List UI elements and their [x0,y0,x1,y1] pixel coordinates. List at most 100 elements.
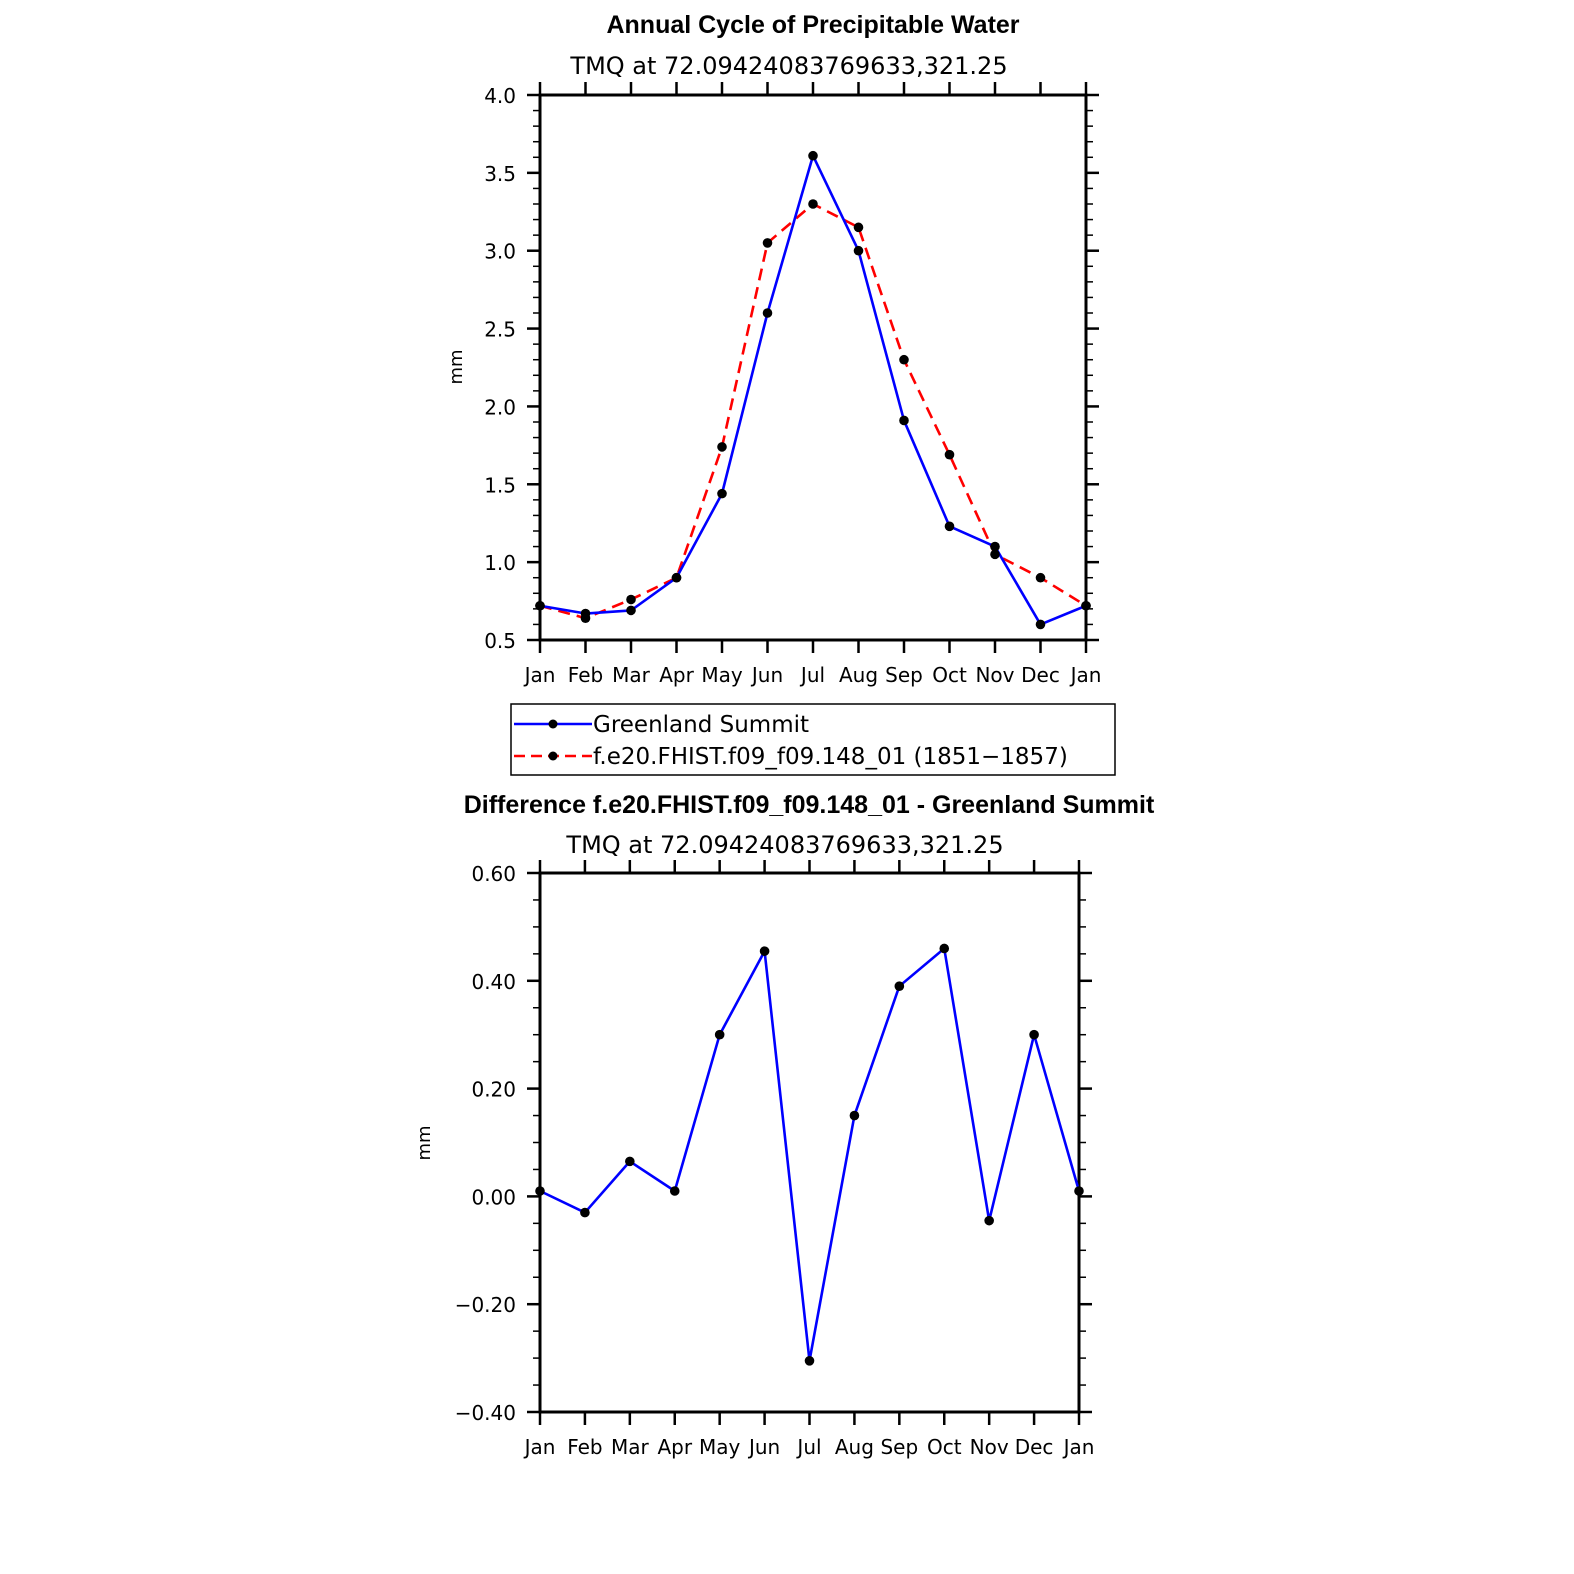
legend-marker-greenland [548,719,558,729]
series-0-point [853,245,864,256]
chart2-series [535,943,1084,1366]
series-0-point [625,1156,635,1167]
xtick-label: Dec [1015,1435,1054,1459]
series-1-point [671,572,682,583]
xtick-label: Aug [835,1435,874,1459]
chart2-ytick-labels: −0.40 −0.20 0.00 0.20 0.40 0.60 [455,862,516,1425]
xtick-label: Nov [970,1435,1009,1459]
series-0-point [1074,1186,1084,1196]
xtick-label: Dec [1021,663,1060,687]
series-0-point [714,1029,725,1040]
xtick-label: Nov [975,663,1014,687]
series-line-1 [539,202,1087,620]
xtick-label: Mar [612,663,651,687]
chart1-legend: Greenland Summit f.e20.FHIST.f09_f09.148… [510,703,1116,776]
series-0-point [944,521,955,532]
xtick-label: Mar [611,1435,650,1459]
ytick-label: 3.0 [484,240,516,264]
xtick-label: Jun [750,663,783,687]
ytick-label: 2.0 [484,395,516,419]
series-1-point [853,222,864,233]
chart1-ylabel: mm [446,349,467,384]
series-1-point [626,594,636,605]
legend-label-model: f.e20.FHIST.f09_f09.148_01 (1851−1857) [593,744,1068,770]
ytick-label: 0.20 [471,1078,516,1102]
ytick-label: −0.20 [455,1293,516,1317]
chart1-title: Annual Cycle of Precipitable Water [606,11,1019,39]
chart2-plot-frame [538,871,1081,1414]
xtick-label: Oct [927,1435,962,1459]
series-0-point [669,1186,680,1196]
chart1-xtick-labels: Jan Feb Mar Apr May Jun Jul Aug Sep Oct Nov Dec Jan [523,663,1102,687]
chart1-ytick-labels: 0.5 1.0 1.5 2.0 2.5 3.0 3.5 4.0 [484,84,516,653]
series-1-point [580,613,591,623]
legend-entry-greenland: Greenland Summit [514,712,809,738]
xtick-label: Sep [880,1435,918,1459]
series-0-point [894,981,905,991]
chart1-ticks [527,82,1099,653]
series-1-point [717,442,727,452]
chart2-subtitle: TMQ at 72.09424083769633,321.25 [565,831,1003,859]
chart2-xtick-labels: Jan Feb Mar Apr May Jun Jul Aug Sep Oct Nov Dec Jan [523,1435,1095,1459]
xtick-label: May [701,663,743,687]
ytick-label: 0.60 [471,862,516,886]
series-1-point [762,238,773,248]
legend-label-greenland: Greenland Summit [593,712,809,738]
xtick-label: Jan [1069,663,1102,687]
series-0-point [990,541,1000,552]
series-line-0 [539,947,1081,1363]
xtick-label: Feb [568,663,603,687]
panel-annual-cycle: Annual Cycle of Precipitable Water TMQ a… [446,11,1116,776]
chart1-series [535,150,1091,630]
series-0-point [762,308,773,318]
series-0-point [626,605,636,616]
ytick-label: 4.0 [484,84,516,108]
series-1-point [535,600,545,611]
ytick-label: 0.00 [471,1185,516,1209]
ytick-label: 0.5 [484,629,516,653]
xtick-label: Aug [839,663,878,687]
series-0-point [759,946,770,956]
series-1-point [990,549,1000,560]
ytick-label: 3.5 [484,162,516,186]
legend-entry-model: f.e20.FHIST.f09_f09.148_01 (1851−1857) [514,744,1068,770]
ytick-label: −0.40 [455,1401,516,1425]
chart2-title: Difference f.e20.FHIST.f09_f09.148_01 - … [464,791,1155,819]
legend-marker-model [548,751,558,761]
xtick-label: Sep [885,663,923,687]
xtick-label: Feb [567,1435,602,1459]
series-0-point [804,1355,815,1366]
series-0-point [939,943,950,954]
series-0-point [849,1110,860,1121]
series-1-point [808,199,818,209]
series-0-point [984,1215,994,1226]
series-0-point [580,1207,590,1218]
xtick-label: Jan [523,663,556,687]
ytick-label: 0.40 [471,970,516,994]
xtick-label: Jul [795,1435,821,1459]
ytick-label: 1.5 [484,473,516,497]
xtick-label: May [699,1435,741,1459]
panel-difference: Difference f.e20.FHIST.f09_f09.148_01 - … [414,791,1155,1459]
series-0-point [808,150,818,161]
series-0-point [535,1186,545,1196]
xtick-label: Jan [1062,1435,1095,1459]
series-line-0 [539,154,1087,626]
series-1-point [944,449,955,460]
xtick-label: Jan [523,1435,556,1459]
series-0-point [1035,619,1046,630]
chart2-ticks [527,860,1092,1425]
legend-box [510,703,1116,776]
ytick-label: 2.5 [484,318,516,342]
chart1-subtitle: TMQ at 72.09424083769633,321.25 [569,52,1007,80]
xtick-label: Apr [657,1435,692,1459]
series-1-point [1035,572,1046,583]
series-0-point [717,488,727,499]
xtick-label: Jun [747,1435,780,1459]
xtick-label: Apr [659,663,694,687]
series-0-point [1029,1029,1039,1040]
series-1-point [899,354,909,365]
ytick-label: 1.0 [484,551,516,575]
series-1-point [1081,600,1091,611]
